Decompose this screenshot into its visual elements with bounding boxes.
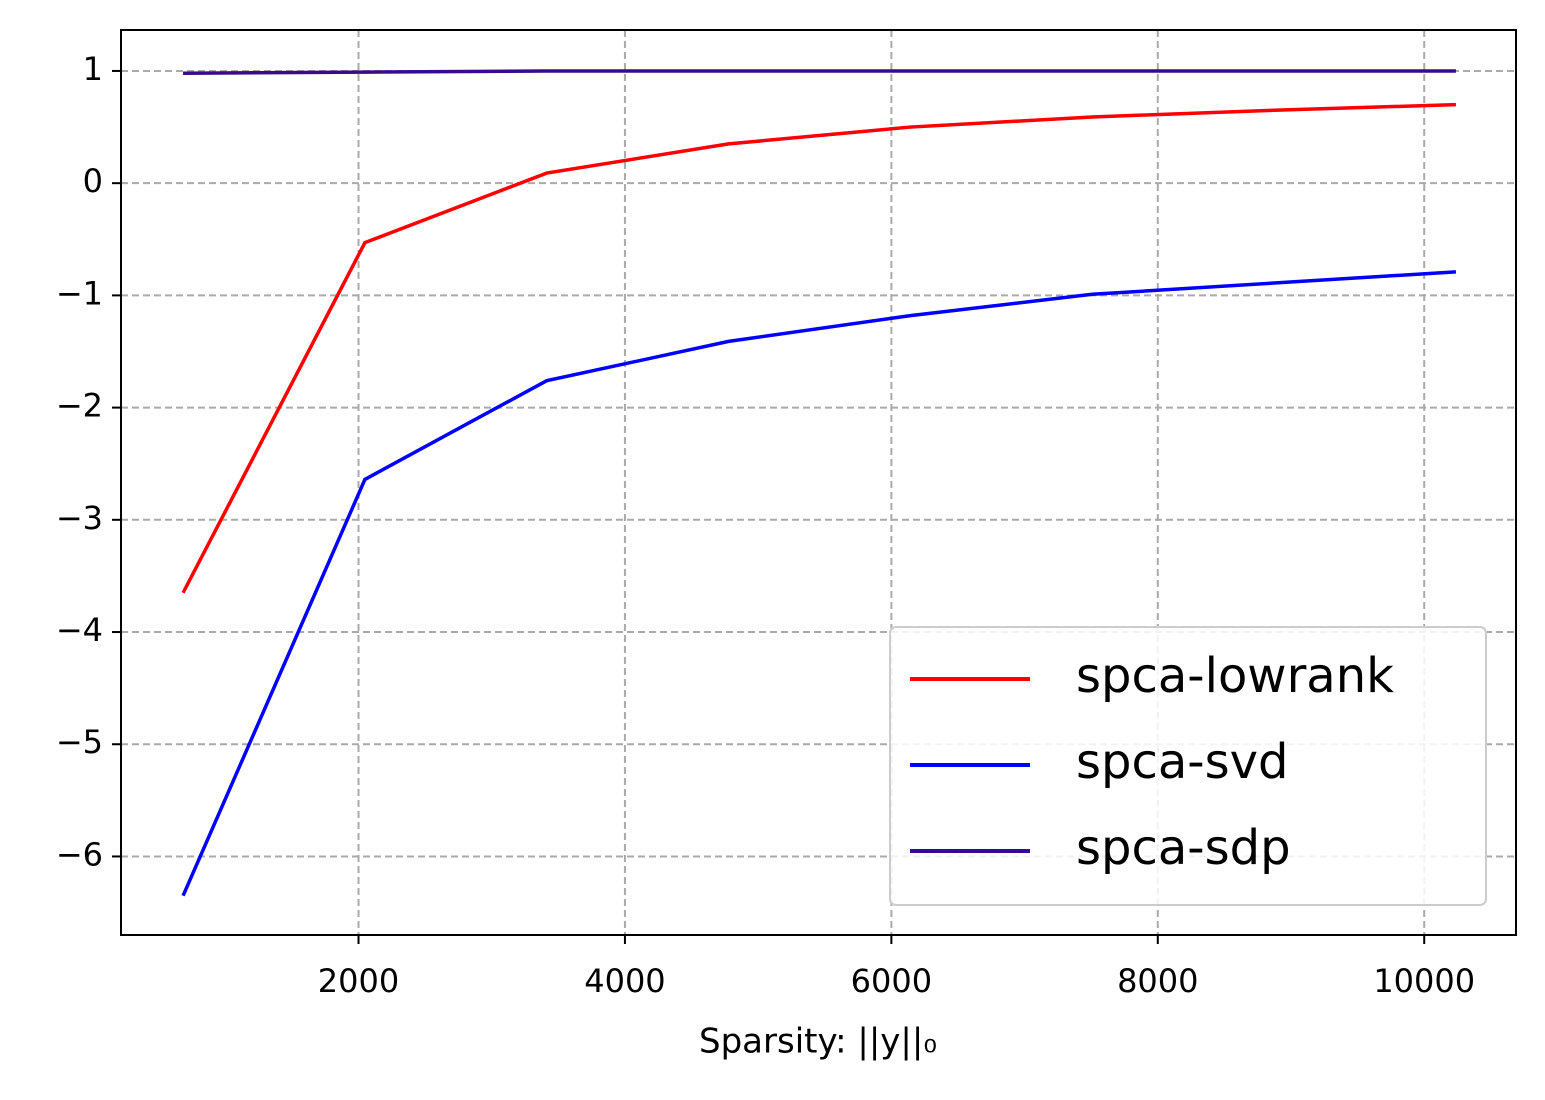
y-tick-label: 0 — [83, 162, 103, 200]
y-tick-label: −6 — [56, 835, 103, 873]
x-tick-label: 2000 — [318, 962, 399, 1000]
legend-box — [889, 626, 1487, 906]
series-line — [181, 270, 1457, 897]
series-line — [183, 69, 1456, 75]
y-tick-label: −4 — [56, 611, 103, 649]
x-tick-label: 8000 — [1117, 962, 1198, 1000]
plot-frame — [120, 29, 1517, 936]
legend: spca-lowrank spca-svd spca-sdp — [889, 626, 1487, 906]
y-tick-label: 1 — [83, 50, 103, 88]
y-tick-label: −2 — [56, 387, 103, 425]
x-axis-label: Sparsity: ||y||₀ — [699, 1022, 937, 1062]
y-tick-label: −1 — [56, 274, 103, 312]
y-tick-label: −3 — [56, 499, 103, 537]
legend-label: spca-svd — [1076, 734, 1288, 790]
x-tick-label: 10000 — [1373, 962, 1475, 1000]
x-tick-label: 6000 — [851, 962, 932, 1000]
x-tick-label: 4000 — [584, 962, 665, 1000]
legend-label: spca-sdp — [1076, 820, 1291, 876]
y-tick-label: −5 — [56, 723, 103, 761]
series-line — [181, 102, 1456, 594]
legend-label: spca-lowrank — [1076, 648, 1394, 704]
